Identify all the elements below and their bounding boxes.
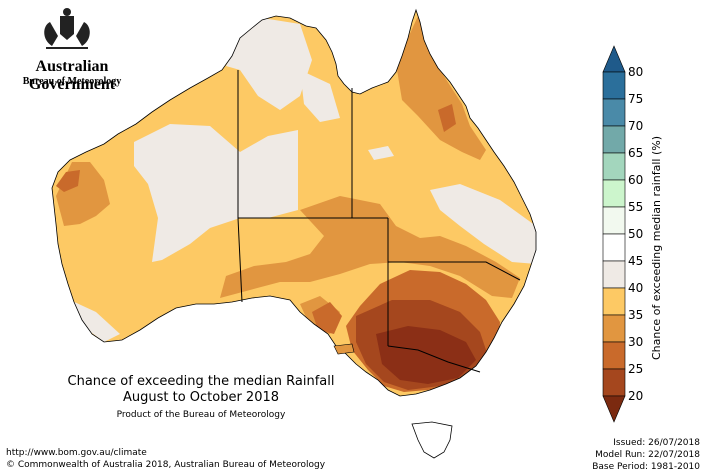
legend-arrow-bottom	[602, 395, 626, 423]
legend-tick-55: 55	[628, 200, 644, 214]
coat-of-arms-icon	[44, 8, 90, 49]
australian-government-text: Australian Government	[28, 58, 116, 93]
legend-tick-75: 75	[628, 92, 644, 106]
base-period: Base Period: 1981-2010	[592, 462, 700, 472]
legend-bin-35-40	[602, 287, 626, 316]
australia-land	[51, 8, 537, 459]
legend-tick-65: 65	[628, 146, 644, 160]
legend-colorbar	[602, 45, 626, 423]
legend-bin-30-35	[602, 314, 626, 343]
legend-tick-35: 35	[628, 308, 644, 322]
footer-url[interactable]: http://www.bom.gov.au/climate	[6, 448, 147, 458]
legend-arrow-top	[602, 45, 626, 73]
kangaroo-island	[333, 343, 355, 355]
map-subtitle: Product of the Bureau of Meteorology	[116, 410, 286, 420]
issued-date: Issued: 26/07/2018	[613, 438, 700, 448]
legend-tick-80: 80	[628, 65, 644, 79]
legend-bin-75-80	[602, 71, 626, 100]
region-medium-qld	[396, 16, 486, 160]
region-near-normal-interior	[134, 124, 298, 262]
legend-bin-60-65	[602, 152, 626, 181]
legend-bin-25-30	[602, 341, 626, 370]
legend-bin-40-45	[602, 260, 626, 289]
legend-tick-40: 40	[628, 281, 644, 295]
region-near-normal-topend	[300, 70, 340, 122]
region-near-normal-southwest	[70, 300, 120, 342]
map-title-block: Chance of exceeding the median Rainfall …	[36, 374, 366, 422]
mainland-outline	[51, 8, 537, 397]
map-period: August to October 2018	[122, 390, 280, 405]
region-dark-qld-coast	[438, 104, 456, 132]
bureau-of-meteorology-text: Bureau of Meteorology	[22, 76, 122, 87]
region-near-normal-east	[430, 184, 536, 264]
legend-tick-50: 50	[628, 227, 644, 241]
legend-tick-30: 30	[628, 335, 644, 349]
map-title: Chance of exceeding the median Rainfall	[67, 374, 335, 389]
legend-bin-70-75	[602, 98, 626, 127]
legend-tick-45: 45	[628, 254, 644, 268]
region-near-normal-north	[226, 18, 312, 110]
legend-bin-55-60	[602, 179, 626, 208]
region-medium-central	[220, 196, 520, 298]
region-dark-sa	[312, 302, 342, 334]
legend-bin-20-25	[602, 368, 626, 397]
region-dark-wa-coast	[56, 170, 80, 192]
legend-tick-25: 25	[628, 362, 644, 376]
state-borders	[237, 70, 521, 373]
footer-copyright: © Commonwealth of Australia 2018, Austra…	[6, 460, 326, 470]
region-deepest-se	[376, 326, 476, 384]
legend-title: Chance of exceeding median rainfall (%)	[650, 135, 663, 360]
legend-bin-65-70	[602, 125, 626, 154]
legend-tick-60: 60	[628, 173, 644, 187]
tasmania	[411, 421, 453, 459]
legend-tick-70: 70	[628, 119, 644, 133]
legend-tick-20: 20	[628, 389, 644, 403]
legend-bin-45-50	[602, 233, 626, 262]
legend-bin-50-55	[602, 206, 626, 235]
model-run-date: Model Run: 22/07/2018	[595, 450, 700, 460]
region-near-normal-mid	[368, 146, 394, 160]
